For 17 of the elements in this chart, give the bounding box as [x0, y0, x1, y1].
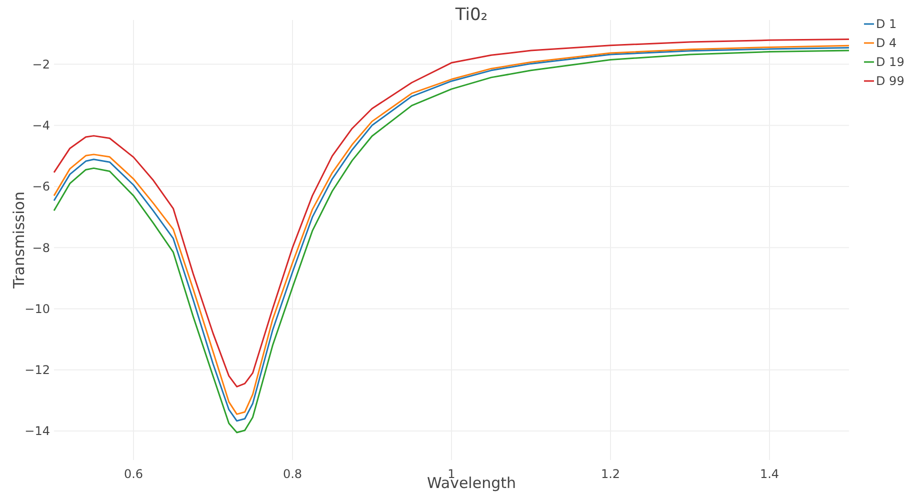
y-tick-label: −6	[32, 180, 50, 194]
y-tick-label: −14	[24, 424, 50, 438]
x-tick-label: 0.8	[282, 467, 302, 481]
y-tick-label: −8	[32, 240, 50, 255]
y-tick-label: −10	[24, 302, 50, 316]
y-tick-label: −12	[24, 363, 50, 378]
y-tick-label: −2	[32, 58, 50, 72]
legend-label: D 1	[876, 17, 897, 32]
legend-label: D 4	[876, 36, 897, 50]
legend-label: D 19	[876, 55, 904, 70]
y-axis-title: Transmission	[10, 192, 28, 290]
x-tick-label: 1.4	[760, 467, 780, 481]
x-tick-label: 0.6	[124, 467, 144, 481]
y-tick-label: −4	[32, 118, 50, 133]
x-tick-label: 1.2	[600, 467, 620, 481]
legend-label: D 99	[876, 74, 904, 88]
chart-title: Ti0₂	[454, 5, 488, 25]
